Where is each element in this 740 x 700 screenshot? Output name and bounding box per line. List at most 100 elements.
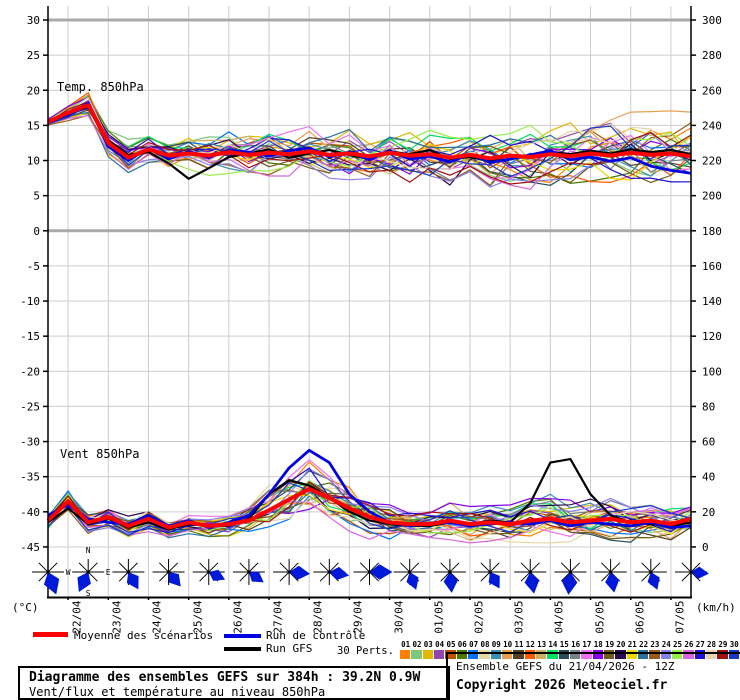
pert-color-square <box>637 650 649 659</box>
ensemble-member-line-temp <box>47 101 692 185</box>
pert-number: 19 <box>605 640 615 649</box>
x-axis-date-label: 04/05 <box>552 600 566 634</box>
y-axis-label-temp: -30 <box>20 436 40 449</box>
pert-number: 20 <box>616 640 626 649</box>
legend-control-label: Run de contrôle <box>266 629 366 642</box>
wind-rose <box>514 559 547 594</box>
legend-gfs-label: Run GFS <box>266 642 313 655</box>
x-axis-date-label: 26/04 <box>231 600 245 634</box>
pert-color-square <box>411 650 422 659</box>
wind-rose-lobe <box>488 572 500 589</box>
y-axis-label-wind: 60 <box>702 436 715 449</box>
pert-color-square <box>558 650 569 659</box>
compass-label: N <box>86 546 91 555</box>
wind-rose <box>192 559 226 585</box>
chart-plot-area: 30 25 20 15 10 5 0 -5 -10 -15 -20 -25 -30 -35 -40 -45 30… <box>20 6 722 600</box>
pert-number: 27 <box>695 640 705 649</box>
pert-number: 02 <box>412 640 422 649</box>
mean-line-temp <box>47 103 692 161</box>
x-axis-date-label: 02/05 <box>472 600 486 634</box>
y-axis-label-temp: 5 <box>33 190 40 203</box>
compass-label: S <box>86 589 91 598</box>
compass-label: E <box>106 568 111 577</box>
pert-color-square <box>717 650 728 659</box>
temp-panel-title: Temp. 850hPa <box>57 80 144 94</box>
x-axis-date-label: 05/05 <box>593 600 607 634</box>
pert-color-square <box>660 650 671 659</box>
pert-number: 01 <box>401 640 411 649</box>
wind-rose-lobe <box>208 569 226 581</box>
pert-color-square <box>671 650 683 659</box>
wind-rose <box>353 559 393 585</box>
copyright: Copyright 2026 Meteociel.fr <box>456 678 668 693</box>
y-axis-label-temp: -20 <box>20 365 40 378</box>
pert-number: 16 <box>571 640 581 649</box>
y-axis-label-wind: 80 <box>702 400 715 413</box>
x-axis-date-label: 06/05 <box>633 600 647 634</box>
pert-number: 26 <box>684 640 694 649</box>
wind-rose-lobe <box>691 566 709 579</box>
y-axis-label-wind: 280 <box>702 49 722 62</box>
y-axis-label-wind: 40 <box>702 471 715 484</box>
pert-number: 14 <box>548 640 558 649</box>
pert-number: 28 <box>707 640 717 649</box>
mean-line-wind <box>46 487 692 530</box>
pert-color-square <box>683 650 694 659</box>
legend-mean-label: Moyenne des scénarios <box>74 629 214 642</box>
wind-rose <box>474 559 507 589</box>
y-axis-label-wind: 0 <box>702 541 709 554</box>
wind-rose-lobe <box>126 572 139 590</box>
pert-color-square <box>422 650 434 659</box>
pert-number: 04 <box>435 640 445 649</box>
y-axis-label-temp: -35 <box>20 471 40 484</box>
y-axis-label-temp: 0 <box>33 225 40 238</box>
y-axis-label-wind: 300 <box>702 14 722 27</box>
wind-rose <box>313 559 350 585</box>
pert-color-square <box>479 650 490 659</box>
x-axis-date-label: 03/05 <box>512 600 526 634</box>
pert-color-square <box>456 650 468 659</box>
wind-rose-lobe <box>329 566 350 581</box>
pert-number: 21 <box>627 640 637 649</box>
ensemble-member-line-temp <box>47 99 692 188</box>
wind-rose-lobe <box>369 564 393 580</box>
y-axis-label-wind: 160 <box>702 260 722 273</box>
wind-rose <box>433 559 466 593</box>
control-line-wind <box>47 448 692 529</box>
pert-color-square <box>513 650 524 659</box>
footer-info-box: Diagramme des ensembles GEFS sur 384h : … <box>18 666 450 700</box>
legend-mean-swatch <box>33 632 68 637</box>
pert-color-square <box>524 650 536 659</box>
pert-color-square <box>547 650 558 659</box>
pert-number: 12 <box>525 640 535 649</box>
pert-number: 10 <box>503 640 513 649</box>
legend-gfs-swatch <box>224 647 261 651</box>
pert-color-square <box>581 650 592 659</box>
wind-rose-lobe <box>524 572 540 594</box>
wind-rose <box>32 559 64 595</box>
y-axis-label-wind: 200 <box>702 190 722 203</box>
pert-number: 17 <box>582 640 592 649</box>
pert-number: 29 <box>718 640 728 649</box>
wind-rose <box>554 559 587 595</box>
wind-rose-lobe <box>647 572 660 590</box>
y-axis-label-temp: -45 <box>20 541 40 554</box>
pert-color-square <box>603 650 615 659</box>
pert-color-square <box>501 650 513 659</box>
pert-color-square <box>467 650 479 659</box>
pert-number: 11 <box>514 640 524 649</box>
right-axis-unit: (km/h) <box>696 601 736 614</box>
y-axis-label-wind: 220 <box>702 155 722 168</box>
compass-label: W <box>66 568 71 577</box>
x-axis-date-label: 01/05 <box>432 600 446 634</box>
pert-color-square <box>728 650 739 659</box>
wind-rose: N E S W <box>66 546 111 598</box>
y-axis-label-temp: 25 <box>27 49 40 62</box>
pert-number: 15 <box>559 640 569 649</box>
y-axis-label-temp: -10 <box>20 295 40 308</box>
pert-color-square <box>649 650 660 659</box>
pert-number: 05 <box>446 640 456 649</box>
pert-number: 13 <box>537 640 547 649</box>
left-axis-unit: (°C) <box>12 601 39 614</box>
